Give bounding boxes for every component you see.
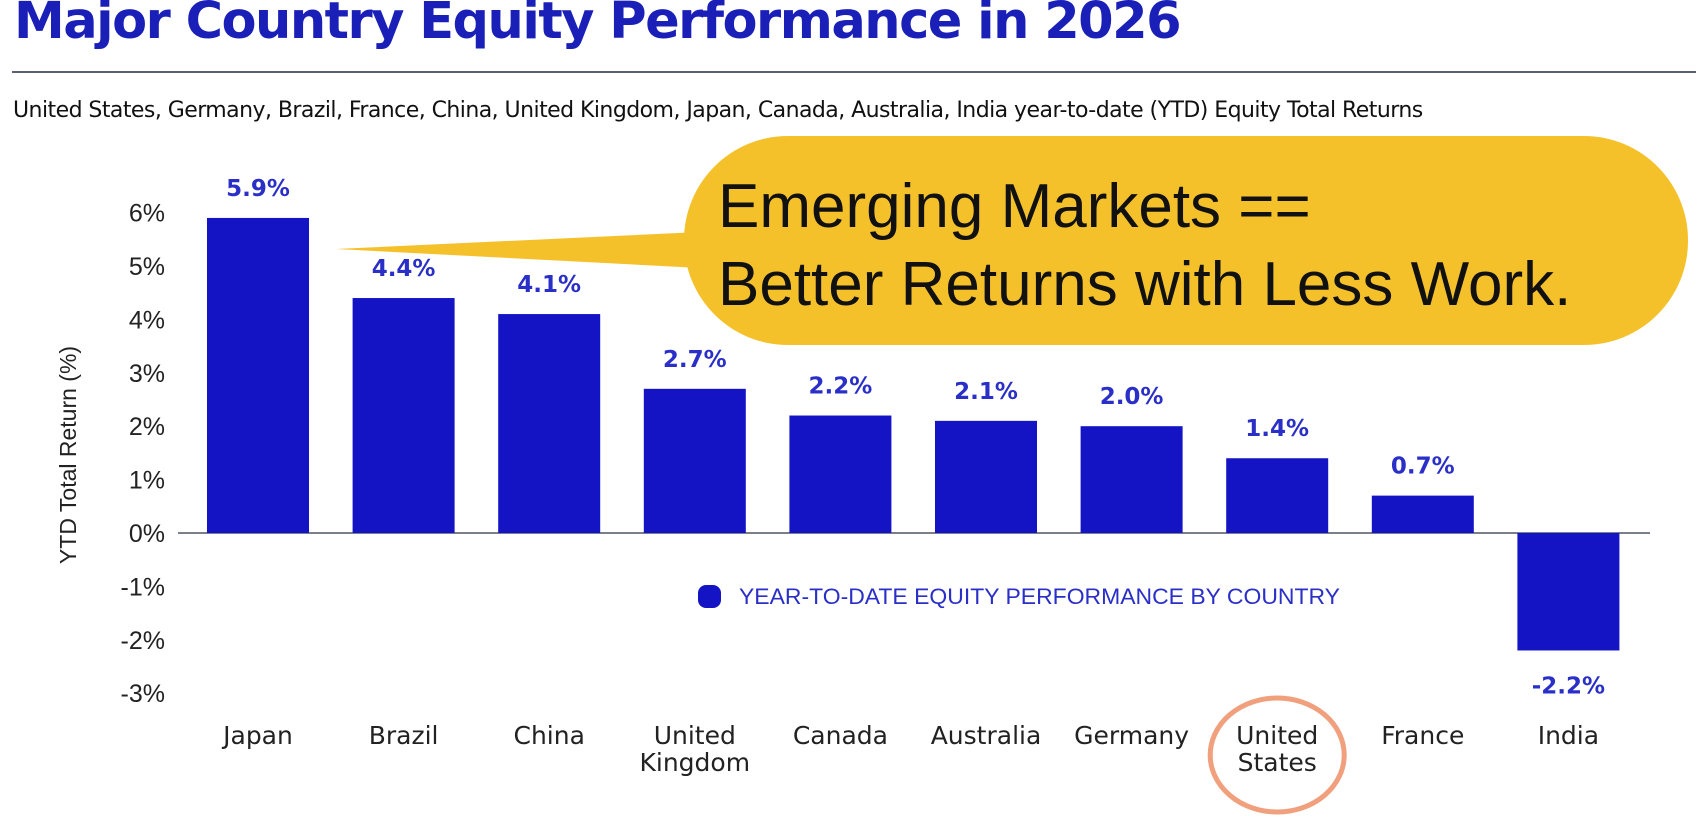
data-label: 2.2% bbox=[809, 374, 873, 400]
page-title: Major Country Equity Performance in 2026 bbox=[14, 0, 1182, 51]
data-label: 1.4% bbox=[1245, 416, 1309, 442]
bar bbox=[352, 298, 455, 533]
x-tick-label: Germany bbox=[1074, 721, 1189, 750]
bar bbox=[789, 415, 892, 533]
y-tick-label: 6% bbox=[129, 200, 165, 228]
bar bbox=[1517, 533, 1620, 651]
legend-label: YEAR-TO-DATE EQUITY PERFORMANCE BY COUNT… bbox=[739, 584, 1340, 609]
x-tick-label: States bbox=[1238, 748, 1317, 777]
x-tick-label: Canada bbox=[793, 721, 888, 750]
bar bbox=[207, 217, 309, 533]
y-axis: YTD Total Return (%) 6% 5% 4% 3% 2% 1% 0% -1% -2%… bbox=[55, 200, 1650, 708]
data-label: 2.1% bbox=[954, 379, 1018, 405]
x-tick-label: Kingdom bbox=[640, 748, 751, 777]
data-labels: 5.9% 4.4% 4.1% 2.7% 2.2% 2.1% 2.0% 1.4% 0.7% -2.2… bbox=[226, 176, 1605, 700]
x-tick-label: France bbox=[1381, 721, 1464, 750]
data-label: 4.1% bbox=[517, 272, 581, 298]
y-tick-label: -3% bbox=[121, 680, 165, 708]
data-label: 2.7% bbox=[663, 347, 727, 373]
y-axis-title: YTD Total Return (%) bbox=[55, 346, 81, 564]
callout-pointer bbox=[336, 232, 700, 268]
data-label: 5.9% bbox=[226, 176, 290, 202]
y-tick-label: 3% bbox=[129, 360, 165, 388]
bar bbox=[1371, 495, 1474, 533]
y-tick-label: -2% bbox=[121, 627, 165, 655]
y-tick-label: 0% bbox=[129, 520, 165, 548]
y-tick-label: -1% bbox=[121, 573, 165, 601]
chart-subtitle: United States, Germany, Brazil, France, … bbox=[13, 98, 1423, 123]
data-label: 2.0% bbox=[1100, 384, 1164, 410]
x-tick-label: Brazil bbox=[369, 721, 439, 750]
legend-swatch bbox=[698, 585, 721, 608]
y-tick-label: 5% bbox=[129, 253, 165, 281]
bar bbox=[1080, 426, 1183, 533]
y-tick-label: 1% bbox=[129, 467, 165, 495]
x-tick-label: China bbox=[513, 721, 584, 750]
bar bbox=[643, 388, 746, 533]
bar-series bbox=[207, 217, 1620, 651]
legend: YEAR-TO-DATE EQUITY PERFORMANCE BY COUNT… bbox=[698, 584, 1340, 609]
x-tick-label: India bbox=[1538, 721, 1599, 750]
callout-line-1: Emerging Markets == bbox=[718, 172, 1311, 241]
y-tick-label: 2% bbox=[129, 413, 165, 441]
x-tick-label: Australia bbox=[931, 721, 1042, 750]
y-tick-label: 4% bbox=[129, 306, 165, 334]
x-tick-label: United bbox=[654, 721, 736, 750]
data-label: 0.7% bbox=[1391, 454, 1455, 480]
x-tick-label: United bbox=[1236, 721, 1318, 750]
callout-bubble bbox=[336, 136, 1688, 345]
data-label: 4.4% bbox=[372, 256, 436, 282]
title-divider bbox=[12, 71, 1696, 73]
bar bbox=[498, 314, 601, 533]
bar bbox=[935, 420, 1037, 533]
callout-text: Emerging Markets == Better Returns with … bbox=[718, 168, 1571, 324]
x-tick-label: Japan bbox=[221, 721, 293, 750]
callout-line-2: Better Returns with Less Work. bbox=[718, 250, 1572, 319]
callout-shape bbox=[684, 136, 1688, 345]
bar bbox=[1226, 458, 1329, 533]
data-label: -2.2% bbox=[1532, 673, 1605, 699]
highlight-circle bbox=[1207, 695, 1347, 815]
